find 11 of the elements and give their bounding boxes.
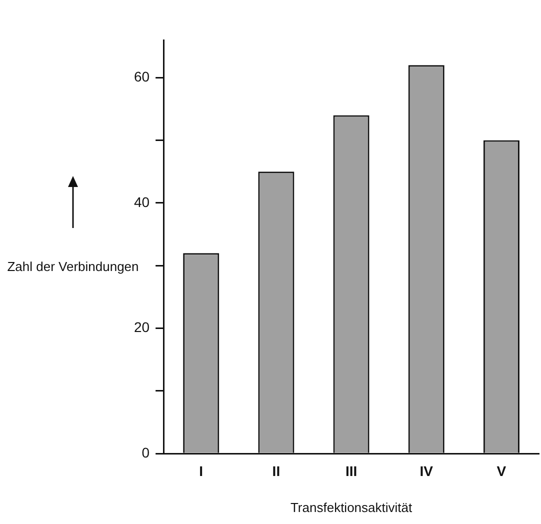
x-tick-label: III xyxy=(345,462,358,479)
x-axis-title: Transfektionsaktivität xyxy=(290,500,412,515)
y-tick-label: 40 xyxy=(134,194,150,210)
y-tick-label: 20 xyxy=(134,319,150,336)
y-tick-label: 60 xyxy=(134,68,150,84)
x-tick-label: IV xyxy=(420,462,434,479)
x-tick-label: II xyxy=(272,462,280,479)
x-tick-label: I xyxy=(199,462,204,479)
y-axis-title: Zahl der Verbindungen xyxy=(6,258,140,276)
y-tick-label: 0 xyxy=(142,444,150,460)
x-tick-label: V xyxy=(496,462,507,479)
